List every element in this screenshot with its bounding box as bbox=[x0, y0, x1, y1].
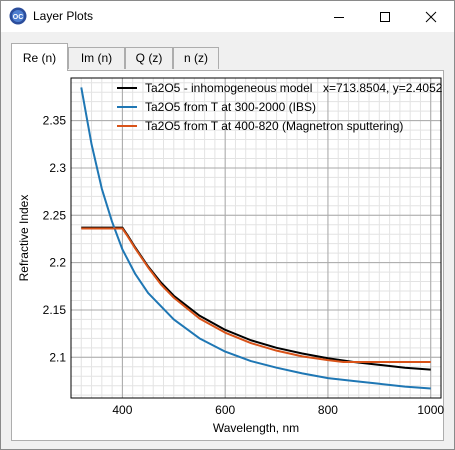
tab-n-z[interactable]: n (z) bbox=[173, 47, 219, 69]
plot-tabs: Re (n) Im (n) Q (z) n (z) bbox=[11, 43, 451, 71]
axis-ticks: 400 600 800 1000 2.1 2.15 2.2 2.25 2.3 2.35 bbox=[43, 114, 445, 417]
x-tick-label: 600 bbox=[215, 403, 235, 417]
tab-panel-re-n bbox=[11, 70, 444, 441]
y-tick-label: 2.2 bbox=[49, 256, 66, 270]
y-axis-label: Refractive Index bbox=[17, 195, 31, 282]
series-line-1 bbox=[80, 87, 431, 390]
close-icon bbox=[425, 11, 437, 22]
y-tick-label: 2.25 bbox=[43, 208, 67, 222]
x-tick-label: 1000 bbox=[417, 403, 444, 417]
tab-re-n[interactable]: Re (n) bbox=[11, 43, 68, 71]
tab-im-n[interactable]: Im (n) bbox=[68, 47, 125, 69]
window-title: Layer Plots bbox=[33, 9, 94, 23]
major-grid bbox=[71, 78, 441, 398]
tab-q-z[interactable]: Q (z) bbox=[125, 47, 173, 69]
legend-label-2: Ta2O5 from T at 400-820 (Magnetron sputt… bbox=[145, 119, 403, 133]
title-bar[interactable]: OC Layer Plots bbox=[1, 1, 454, 32]
y-tick-label: 2.1 bbox=[49, 350, 66, 364]
app-logo-icon: OC bbox=[9, 7, 27, 25]
maximize-icon bbox=[380, 11, 390, 22]
maximize-button[interactable] bbox=[362, 1, 408, 32]
svg-text:OC: OC bbox=[13, 14, 24, 21]
legend-label-0: Ta2O5 - inhomogeneous model bbox=[145, 81, 312, 95]
y-tick-label: 2.15 bbox=[43, 303, 67, 317]
series-line-2 bbox=[81, 227, 431, 364]
y-tick-label: 2.35 bbox=[43, 114, 67, 128]
close-button[interactable] bbox=[408, 1, 454, 32]
plot-frame bbox=[70, 77, 442, 399]
x-axis-label: Wavelength, nm bbox=[213, 421, 299, 435]
y-tick-label: 2.3 bbox=[49, 161, 66, 175]
x-tick-label: 400 bbox=[112, 403, 132, 417]
legend: Ta2O5 - inhomogeneous model Ta2O5 from T … bbox=[117, 81, 443, 133]
series-layer bbox=[80, 87, 431, 390]
cursor-readout: x=713.8504, y=2.4052 bbox=[323, 81, 443, 95]
legend-label-1: Ta2O5 from T at 300-2000 (IBS) bbox=[145, 100, 316, 114]
minimize-button[interactable] bbox=[316, 1, 362, 32]
x-tick-label: 800 bbox=[318, 403, 338, 417]
minimize-icon bbox=[334, 16, 344, 18]
